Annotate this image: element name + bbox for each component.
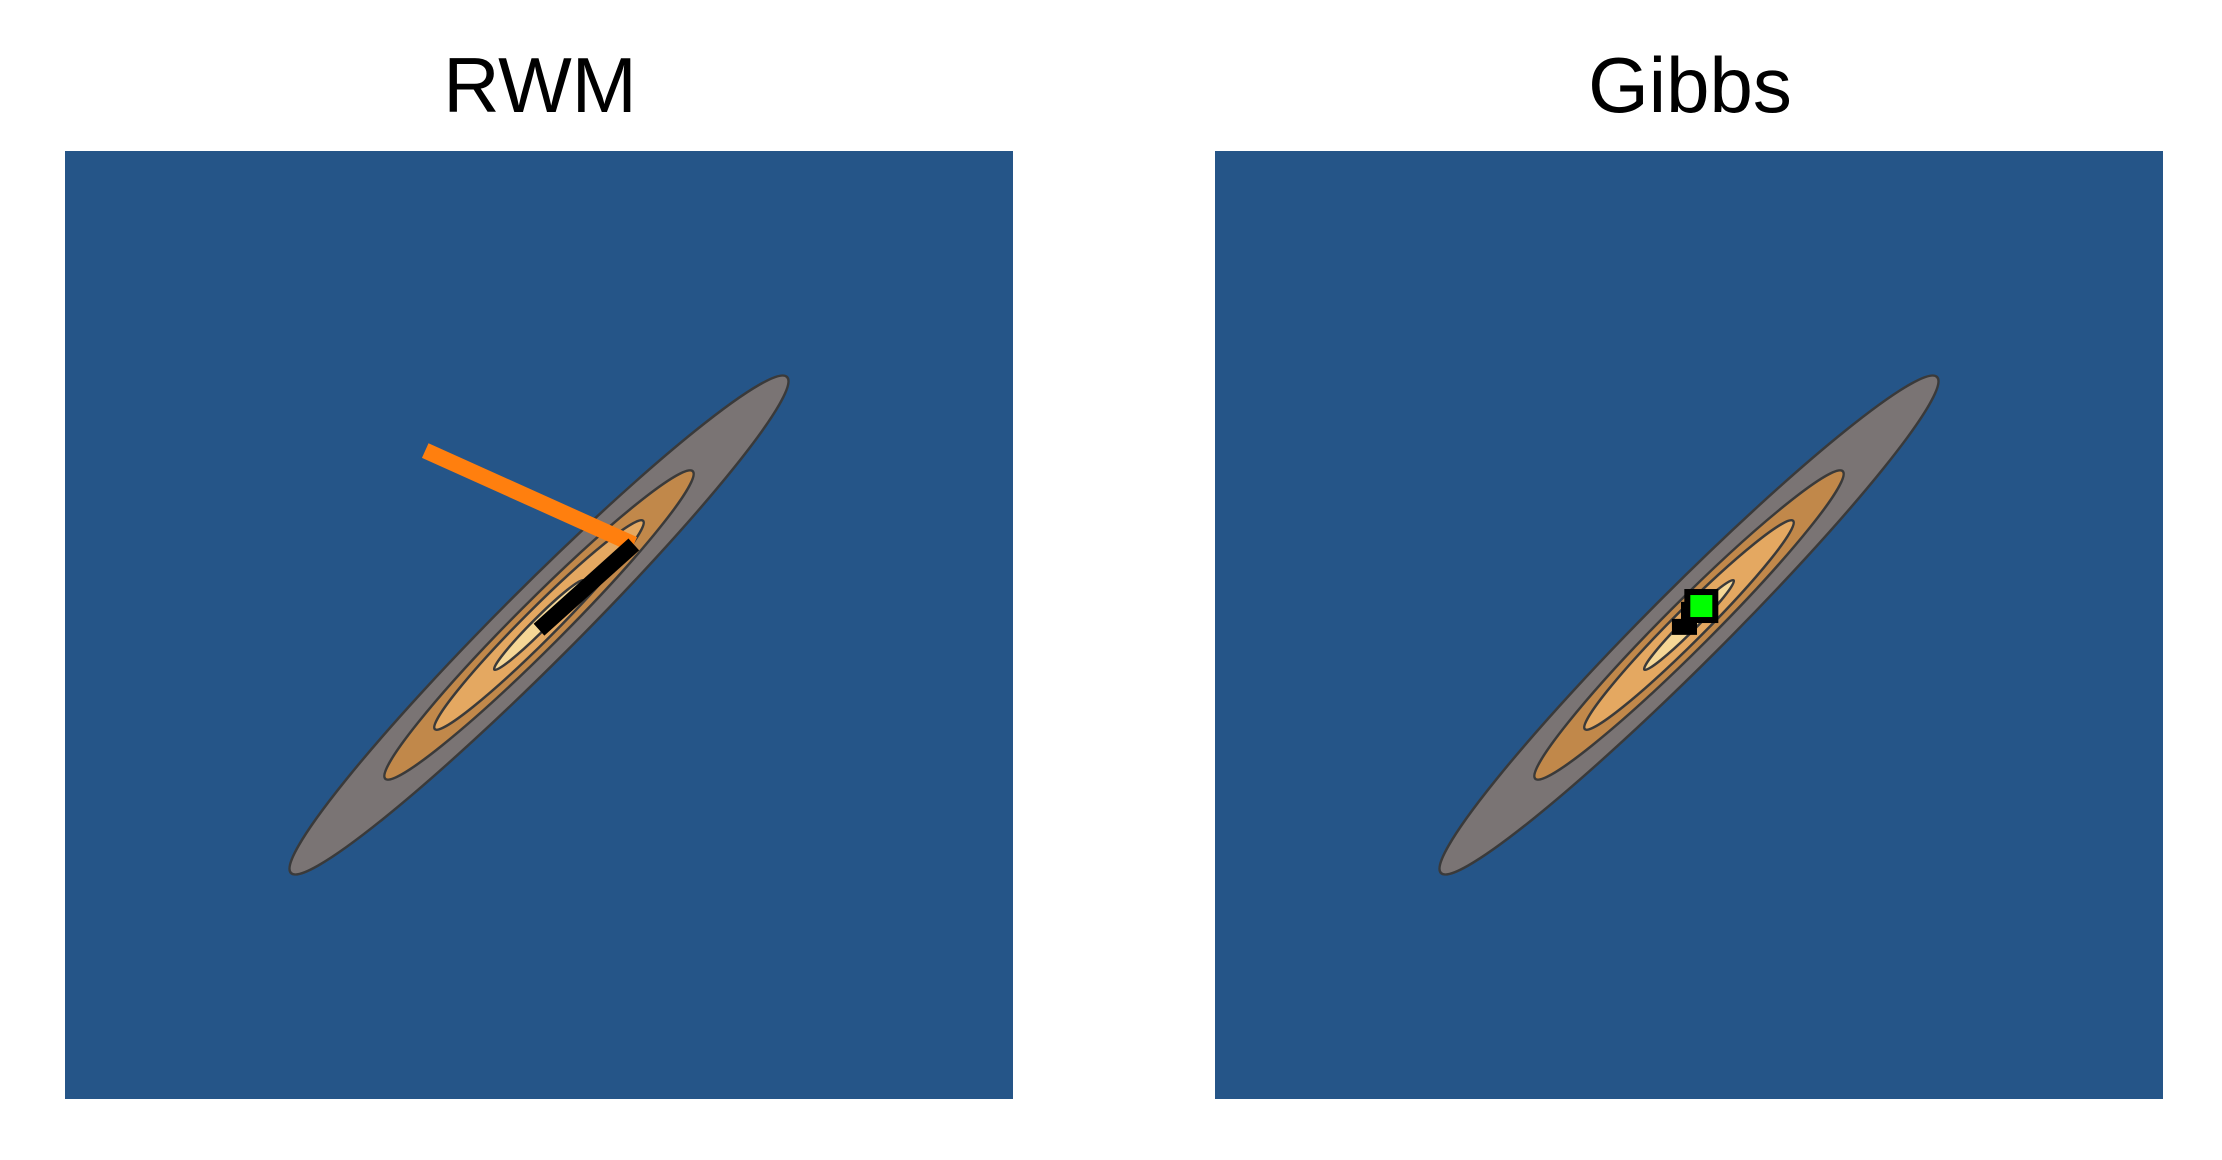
gibbs-title: Gibbs (1588, 41, 1792, 129)
trajectory-series-1 (421, 443, 638, 552)
trajectory-series-2 (533, 538, 640, 636)
gibbs-plot (1215, 151, 2163, 1099)
current-point-marker (1684, 589, 1719, 624)
gibbs-panel: Gibbs (1190, 0, 2190, 1160)
rwm-panel: RWM (40, 0, 1040, 1160)
rwm-plot (65, 151, 1013, 1099)
rwm-title: RWM (443, 41, 637, 129)
